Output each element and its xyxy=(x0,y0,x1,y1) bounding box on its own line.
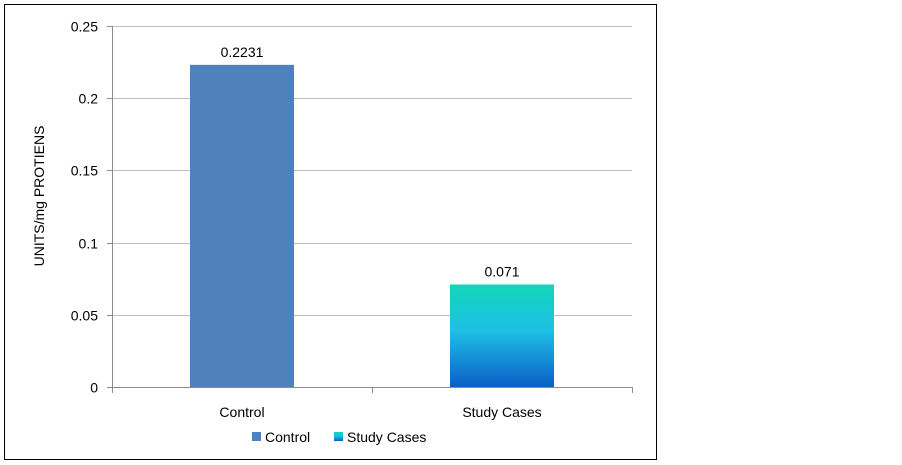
x-category-label: Control xyxy=(219,404,264,420)
y-tick-label: 0.1 xyxy=(79,236,99,252)
y-tick-label: 0.2 xyxy=(79,91,99,107)
legend: Control Study Cases xyxy=(252,429,426,445)
bars xyxy=(190,64,554,387)
bar-study-cases xyxy=(450,284,554,387)
bar-control xyxy=(190,64,294,387)
data-label: 0.071 xyxy=(484,263,519,279)
y-tick-label: 0.25 xyxy=(71,19,98,35)
y-tick-label: 0 xyxy=(90,380,98,396)
legend-label: Study Cases xyxy=(347,429,426,445)
y-tick-label: 0.15 xyxy=(71,163,98,179)
legend-label: Control xyxy=(265,429,310,445)
data-label: 0.2231 xyxy=(221,44,264,60)
legend-swatch xyxy=(252,432,261,441)
labels: 0 0.05 0.1 0.15 0.2 0.25 0.2231 Control 0.071 Stu… xyxy=(71,19,542,421)
y-axis-title: UNITS/mg PROTIENS xyxy=(31,126,47,267)
axes xyxy=(107,26,633,393)
legend-swatch xyxy=(334,432,343,441)
x-category-label: Study Cases xyxy=(462,404,541,420)
y-tick-label: 0.05 xyxy=(71,308,98,324)
